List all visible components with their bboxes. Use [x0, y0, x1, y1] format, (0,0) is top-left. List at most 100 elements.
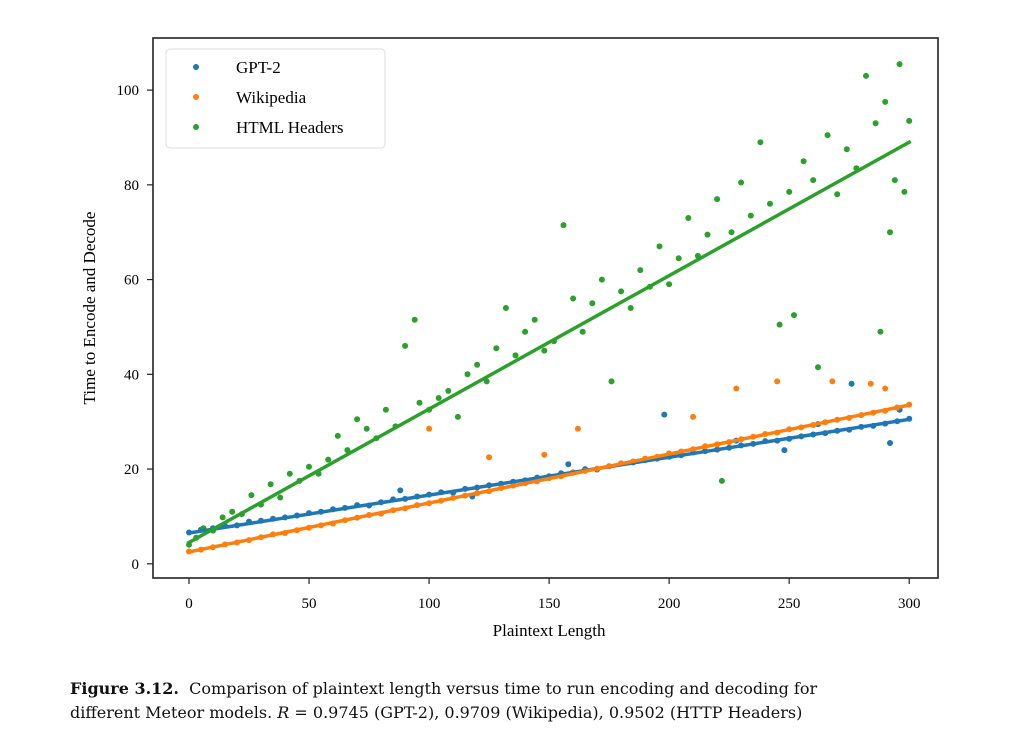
x-tick-label-300: 300	[898, 596, 921, 612]
x-tick-label-50: 50	[302, 596, 317, 612]
point-html-headers-4	[219, 514, 226, 521]
fit-line-html-headers	[186, 139, 912, 545]
point-html-headers-75	[877, 328, 884, 335]
point-html-headers-58	[728, 229, 735, 236]
point-wikipedia-61	[426, 425, 433, 432]
point-html-headers-78	[891, 177, 898, 184]
point-html-headers-40	[560, 222, 567, 229]
point-html-headers-37	[531, 316, 538, 323]
point-gpt-2-68	[848, 380, 855, 387]
point-html-headers-36	[522, 328, 529, 335]
x-tick-label-150: 150	[538, 596, 561, 612]
fit-line-gpt-2	[187, 417, 912, 536]
point-html-headers-27	[435, 395, 442, 401]
point-html-headers-32	[483, 378, 490, 385]
point-wikipedia-64	[574, 425, 581, 432]
point-html-headers-13	[306, 463, 312, 470]
caption-text-line2-pre: different Meteor models.	[70, 703, 273, 722]
legend-label: Wikipedia	[236, 88, 307, 107]
y-tick-label-40: 40	[124, 367, 139, 383]
point-wikipedia-65	[690, 413, 697, 420]
point-html-headers-66	[800, 158, 807, 165]
point-html-headers-67	[810, 177, 817, 184]
fit-lines-layer	[186, 139, 912, 555]
point-html-headers-33	[493, 345, 500, 352]
point-html-headers-51	[666, 281, 673, 288]
x-axis-ticks: 0 50 100 150 200 250 300	[185, 578, 920, 612]
point-html-headers-10	[277, 494, 284, 501]
caption-text-line1: Comparison of plaintext length versus ti…	[189, 679, 818, 698]
point-html-headers-53	[685, 215, 692, 221]
point-gpt-2-63	[565, 461, 572, 468]
point-html-headers-23	[402, 342, 409, 349]
legend-marker-icon	[193, 94, 199, 100]
point-html-headers-44	[598, 276, 605, 283]
point-html-headers-30	[464, 371, 471, 378]
point-html-headers-45	[608, 378, 615, 385]
y-axis-ticks: 0 20 40 60 80 100	[117, 83, 153, 573]
point-html-headers-9	[267, 481, 274, 488]
y-tick-label-60: 60	[124, 273, 139, 289]
point-html-headers-69	[824, 132, 831, 139]
point-wikipedia-63	[541, 451, 548, 458]
point-html-headers-61	[757, 139, 764, 146]
point-html-headers-48	[637, 267, 644, 274]
y-tick-label-0: 0	[132, 557, 140, 573]
y-tick-label-20: 20	[124, 462, 139, 478]
point-html-headers-62	[767, 200, 773, 207]
point-html-headers-74	[872, 120, 879, 127]
point-html-headers-29	[454, 413, 461, 420]
figure-caption: Figure 3.12. Comparison of plaintext len…	[70, 677, 970, 725]
point-html-headers-31	[474, 361, 481, 368]
point-html-headers-60	[747, 212, 754, 219]
point-gpt-2-69	[887, 440, 893, 446]
point-html-headers-15	[325, 456, 332, 463]
point-html-headers-41	[570, 295, 577, 302]
point-html-headers-52	[675, 255, 682, 262]
y-tick-label-100: 100	[117, 83, 140, 99]
legend-marker-icon	[193, 124, 199, 130]
point-html-headers-47	[627, 305, 634, 311]
x-axis-label: Plaintext Length	[493, 621, 606, 640]
legend-entry-gpt-2: GPT-2	[193, 58, 281, 77]
point-html-headers-5	[229, 508, 236, 515]
legend-box	[165, 48, 386, 149]
axes-frame	[152, 37, 939, 579]
point-html-headers-42	[579, 328, 586, 335]
point-html-headers-35	[512, 352, 519, 359]
point-wikipedia-67	[774, 378, 781, 385]
legend-label: GPT-2	[236, 58, 281, 77]
point-html-headers-77	[887, 229, 893, 236]
legend-label: HTML Headers	[236, 118, 343, 137]
point-html-headers-7	[248, 492, 255, 499]
x-tick-label-250: 250	[778, 596, 801, 612]
caption-label: Figure 3.12.	[70, 679, 179, 698]
point-wikipedia-68	[829, 378, 836, 385]
point-wikipedia-66	[733, 385, 740, 392]
point-wikipedia-70	[882, 385, 889, 392]
legend: GPT-2 Wikipedia HTML Headers	[165, 48, 386, 149]
point-html-headers-59	[738, 179, 745, 186]
point-html-headers-80	[901, 188, 908, 195]
point-html-headers-56	[714, 196, 721, 203]
point-html-headers-64	[786, 188, 793, 195]
point-html-headers-68	[815, 364, 821, 371]
point-html-headers-25	[416, 399, 423, 406]
point-html-headers-38	[541, 347, 548, 354]
point-html-headers-70	[834, 191, 841, 198]
point-html-headers-57	[718, 477, 725, 484]
scatter-chart: 0 50 100 150 200 250 300 0 20 40 60 80 100 Plaintex…	[80, 37, 939, 640]
caption-text-line2-post: = 0.9745 (GPT-2), 0.9709 (Wikipedia), 0.…	[294, 703, 803, 722]
point-html-headers-79	[896, 61, 903, 68]
x-tick-label-100: 100	[418, 596, 441, 612]
point-html-headers-55	[704, 231, 711, 238]
point-html-headers-65	[791, 312, 797, 319]
point-wikipedia-62	[486, 454, 493, 461]
point-html-headers-18	[354, 416, 361, 423]
point-html-headers-76	[882, 98, 889, 105]
fit-line-wikipedia	[186, 403, 912, 555]
point-html-headers-43	[589, 300, 596, 307]
point-html-headers-73	[863, 72, 869, 79]
point-html-headers-46	[618, 288, 625, 295]
point-html-headers-17	[344, 447, 351, 454]
